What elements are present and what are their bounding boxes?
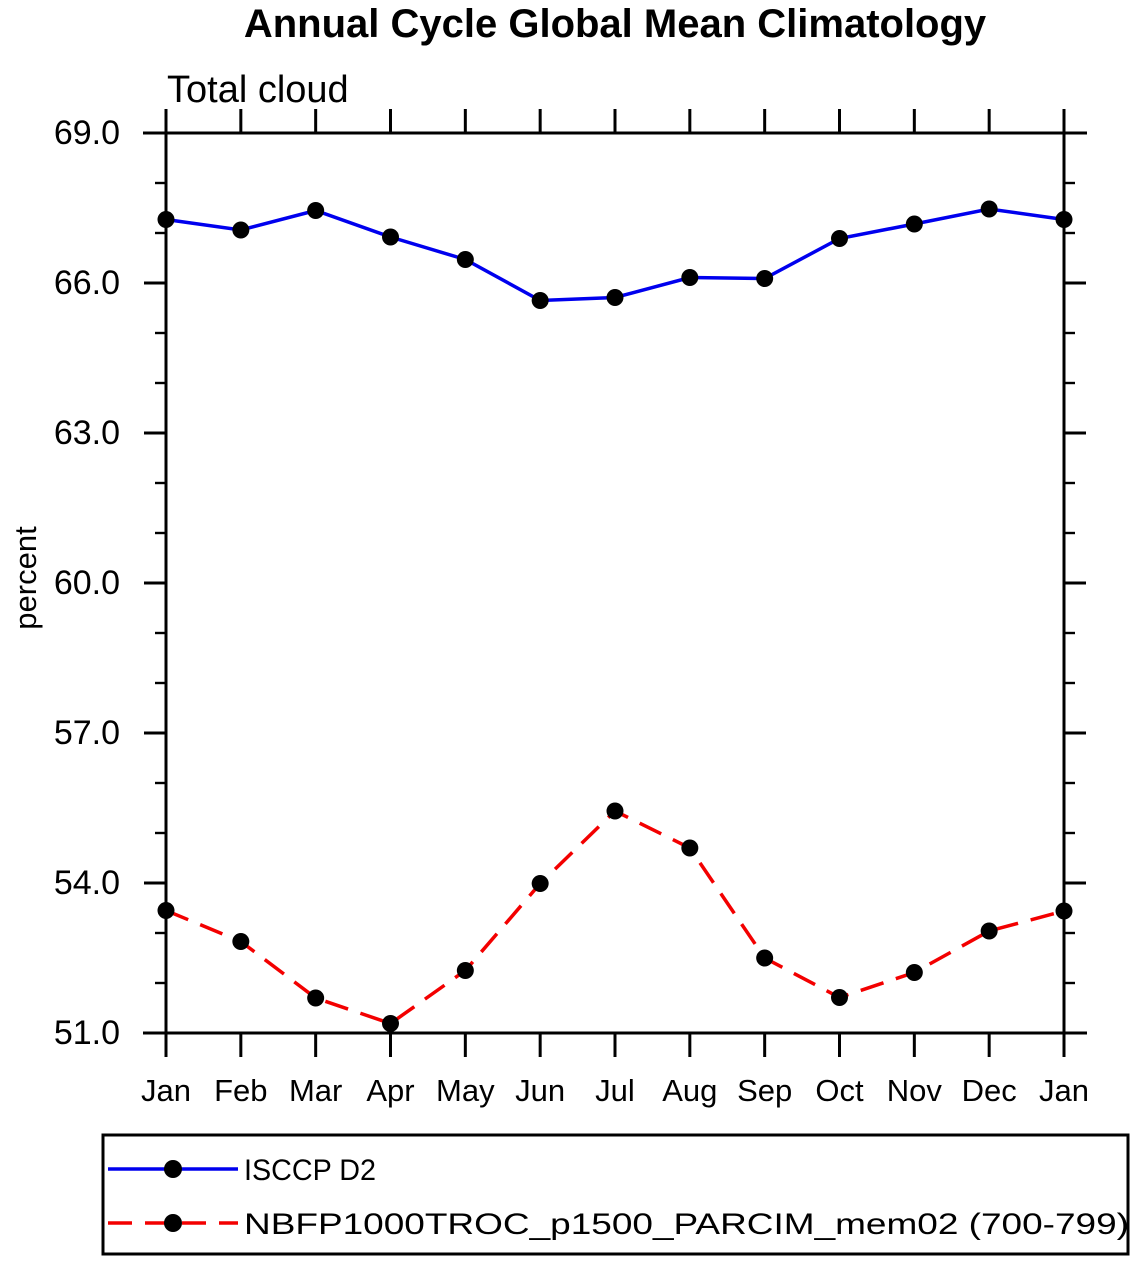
x-tick-label: Oct (815, 1073, 864, 1108)
y-tick-label: 57.0 (54, 714, 120, 752)
data-point-marker (756, 949, 774, 967)
data-point-marker (831, 989, 848, 1006)
x-tick-label: Aug (662, 1073, 717, 1108)
data-point-marker (232, 933, 250, 950)
x-tick-label: Sep (737, 1073, 792, 1108)
data-point-marker (980, 200, 998, 218)
data-point-marker (307, 202, 325, 219)
data-point-marker (456, 962, 474, 979)
x-tick-label: Feb (214, 1073, 267, 1108)
data-point-marker (1055, 902, 1073, 920)
series-line-nbfp1000troc-p1500-parcim-mem02-700-799- (165, 808, 1065, 1026)
data-point-marker (531, 875, 549, 892)
x-tick-label: May (436, 1073, 495, 1108)
y-tick-label: 63.0 (54, 414, 120, 452)
axis-labels: 51.0 54.0 57.0 60.0 63.0 66.0 69.0 Jan Feb Mar Apr… (54, 114, 1089, 1108)
data-point-marker (531, 292, 549, 309)
data-point-marker (382, 228, 399, 246)
data-point-marker (232, 221, 250, 239)
x-tick-label: Apr (366, 1073, 414, 1108)
y-tick-label: 66.0 (54, 264, 120, 302)
legend-marker-nbfp (164, 1214, 182, 1232)
data-point-marker (1055, 211, 1073, 228)
data-point-marker (681, 269, 699, 286)
x-tick-label: Nov (887, 1073, 943, 1108)
data-point-marker (980, 922, 998, 940)
chart-title: Annual Cycle Global Mean Climatology (244, 2, 987, 46)
data-point-marker (756, 270, 774, 287)
data-point-marker (831, 230, 848, 247)
data-point-marker (681, 839, 699, 857)
x-tick-label: Jul (595, 1073, 635, 1108)
y-tick-label: 60.0 (54, 564, 120, 602)
axes (143, 109, 1087, 1057)
x-tick-label: Mar (289, 1073, 342, 1108)
legend-label-nbfp: NBFP1000TROC_p1500_PARCIM_mem02 (700-799… (244, 1208, 1129, 1241)
data-point-marker (307, 989, 325, 1007)
x-tick-label: Jun (515, 1073, 565, 1108)
x-tick-label: Jan (1039, 1073, 1089, 1108)
legend-marker-isccp (164, 1160, 182, 1178)
data-point-marker (456, 251, 474, 268)
data-point-marker (382, 1015, 399, 1032)
data-point-marker (157, 211, 175, 228)
data-point-marker (606, 289, 624, 306)
y-tick-label: 69.0 (54, 114, 120, 152)
x-tick-label: Dec (962, 1073, 1017, 1108)
series-line-isccp-d2 (165, 207, 1065, 303)
y-tick-label: 51.0 (54, 1014, 120, 1052)
data-point-marker (157, 902, 175, 919)
data-series (157, 200, 1073, 1032)
legend: ISCCP D2 NBFP1000TROC_p1500_PARCIM_mem02… (101, 1133, 1130, 1256)
x-tick-label: Jan (141, 1073, 191, 1108)
legend-box (101, 1133, 1130, 1256)
data-point-marker (905, 964, 923, 981)
y-axis-label: percent (8, 526, 43, 630)
data-point-marker (606, 802, 624, 820)
data-point-marker (905, 215, 923, 233)
legend-label-isccp: ISCCP D2 (244, 1154, 376, 1187)
y-tick-label: 54.0 (54, 864, 120, 902)
chart-subtitle: Total cloud (167, 69, 349, 111)
